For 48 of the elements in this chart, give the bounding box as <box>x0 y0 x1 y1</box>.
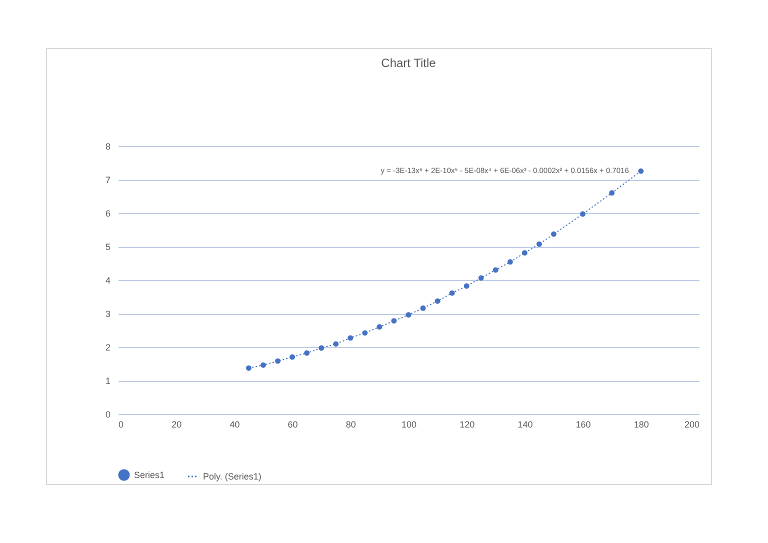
point <box>290 354 296 360</box>
x-tick-label: 20 <box>172 420 182 430</box>
x-tick-label: 120 <box>460 420 475 430</box>
legend-label: Series1 <box>134 470 165 480</box>
point <box>522 250 528 256</box>
y-tick-label: 5 <box>105 242 110 252</box>
point <box>406 312 412 318</box>
x-tick-label: 160 <box>576 420 591 430</box>
x-tick-label: 180 <box>634 420 649 430</box>
point <box>478 275 484 281</box>
y-tick-label: 8 <box>105 142 110 152</box>
legend-label: Poly. (Series1) <box>203 472 262 482</box>
point <box>434 298 440 304</box>
x-tick-label: 200 <box>684 420 700 430</box>
x-tick-label: 140 <box>518 420 533 430</box>
point <box>391 318 397 324</box>
point <box>362 330 368 336</box>
point <box>638 168 644 174</box>
y-tick-label: 4 <box>105 276 110 286</box>
point <box>507 259 513 265</box>
point <box>333 341 339 347</box>
point <box>551 231 556 237</box>
point <box>609 190 615 196</box>
point <box>348 335 354 341</box>
x-tick-label: 80 <box>346 420 356 430</box>
point <box>318 345 324 351</box>
x-tick-label: 40 <box>230 420 240 430</box>
point <box>449 290 455 296</box>
point <box>260 362 266 368</box>
y-tick-label: 3 <box>105 309 110 319</box>
point <box>580 211 586 217</box>
y-tick-label: 1 <box>105 376 110 386</box>
x-tick-label: 60 <box>288 420 298 430</box>
point <box>304 350 310 356</box>
chart-title: Chart Title <box>381 56 436 70</box>
y-tick-label: 6 <box>105 208 110 218</box>
x-tick-label: 100 <box>401 420 417 430</box>
point <box>464 283 470 289</box>
point <box>275 358 281 364</box>
point <box>376 324 382 330</box>
point <box>420 305 426 311</box>
point <box>492 267 498 273</box>
point <box>246 365 252 371</box>
x-tick-label: 0 <box>118 420 124 430</box>
y-tick-label: 7 <box>105 175 110 185</box>
point <box>536 241 542 247</box>
y-tick-label: 2 <box>105 342 110 352</box>
y-tick-label: 0 <box>105 410 110 420</box>
